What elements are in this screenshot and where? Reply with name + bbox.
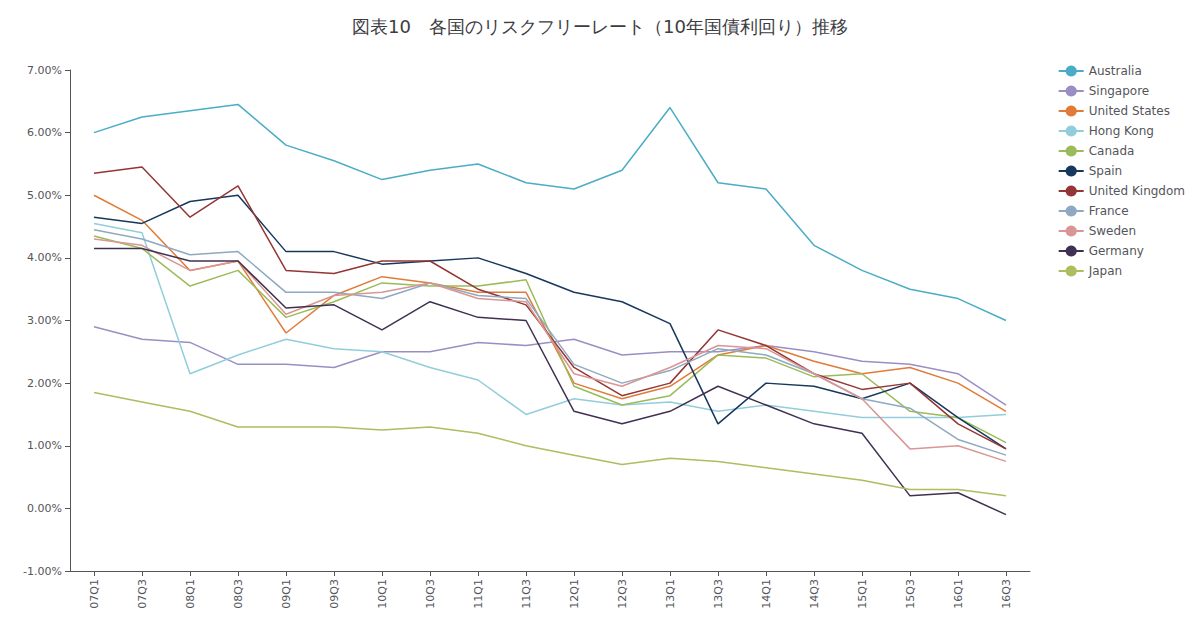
svg-text:12Q1: 12Q1 [568, 579, 581, 609]
svg-text:14Q1: 14Q1 [760, 579, 773, 609]
svg-text:Hong Kong: Hong Kong [1089, 124, 1154, 138]
svg-text:United States: United States [1089, 104, 1170, 118]
svg-text:09Q1: 09Q1 [280, 579, 293, 609]
svg-text:10Q1: 10Q1 [376, 579, 389, 609]
svg-text:Germany: Germany [1089, 244, 1144, 258]
svg-text:11Q3: 11Q3 [520, 579, 533, 609]
svg-text:0.00%: 0.00% [27, 502, 62, 515]
svg-text:11Q1: 11Q1 [472, 579, 485, 609]
svg-text:15Q1: 15Q1 [856, 579, 869, 609]
svg-text:5.00%: 5.00% [27, 189, 62, 202]
svg-text:6.00%: 6.00% [27, 126, 62, 139]
svg-text:7.00%: 7.00% [27, 64, 62, 77]
svg-text:07Q1: 07Q1 [88, 579, 101, 609]
svg-text:15Q3: 15Q3 [904, 579, 917, 609]
svg-text:-1.00%: -1.00% [23, 565, 62, 578]
svg-text:16Q1: 16Q1 [952, 579, 965, 609]
svg-text:2.00%: 2.00% [27, 377, 62, 390]
svg-text:4.00%: 4.00% [27, 251, 62, 264]
svg-text:10Q3: 10Q3 [424, 579, 437, 609]
svg-text:Japan: Japan [1088, 264, 1122, 278]
svg-text:16Q3: 16Q3 [1000, 579, 1013, 609]
svg-text:13Q3: 13Q3 [712, 579, 725, 609]
svg-text:1.00%: 1.00% [27, 439, 62, 452]
svg-text:Sweden: Sweden [1089, 224, 1136, 238]
svg-text:14Q3: 14Q3 [808, 579, 821, 609]
svg-text:12Q3: 12Q3 [616, 579, 629, 609]
svg-text:13Q1: 13Q1 [664, 579, 677, 609]
svg-text:Canada: Canada [1089, 144, 1135, 158]
svg-text:3.00%: 3.00% [27, 314, 62, 327]
svg-text:08Q1: 08Q1 [184, 579, 197, 609]
svg-text:図表10 各国のリスクフリーレート（10年国債利回り）推移: 図表10 各国のリスクフリーレート（10年国債利回り）推移 [352, 16, 848, 37]
svg-text:07Q3: 07Q3 [136, 579, 149, 609]
svg-text:08Q3: 08Q3 [232, 579, 245, 609]
svg-text:United Kingdom: United Kingdom [1089, 184, 1185, 198]
svg-text:Australia: Australia [1089, 64, 1142, 78]
svg-text:Spain: Spain [1089, 164, 1123, 178]
svg-text:France: France [1089, 204, 1129, 218]
svg-text:Singapore: Singapore [1089, 84, 1150, 98]
svg-text:09Q3: 09Q3 [328, 579, 341, 609]
